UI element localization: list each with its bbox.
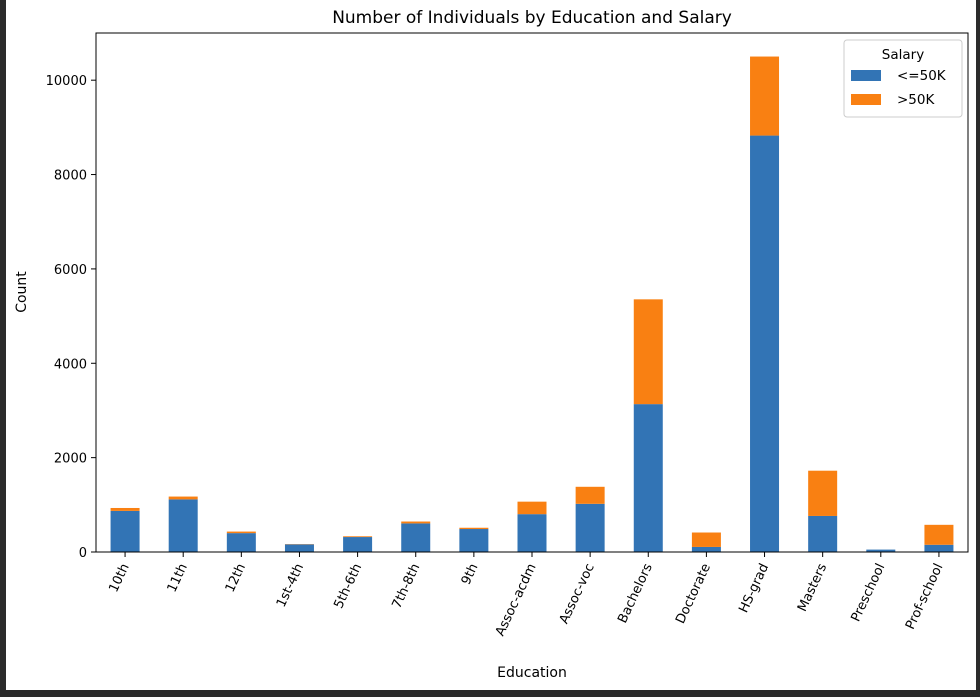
- y-axis-title: Count: [14, 271, 30, 313]
- bar-prof-school-le50k: [924, 544, 954, 552]
- x-tick-label: Prof-school: [903, 561, 947, 632]
- y-tick-label: 10000: [46, 74, 87, 89]
- bar-masters-gt50k: [808, 470, 838, 516]
- legend-label-gt50k: >50K: [897, 92, 935, 108]
- x-tick-label: 10th: [106, 561, 132, 594]
- bar-assoc-acdm-le50k: [517, 514, 547, 552]
- chart-frame: Number of Individuals by Education and S…: [6, 0, 976, 690]
- bar-12th-le50k: [226, 533, 256, 552]
- bar-9th-gt50k: [459, 527, 489, 530]
- bar-7th-8th-gt50k: [401, 521, 431, 524]
- x-axis: 10th 11th 12th 1st-4th 5th-6th 7th-8th 9th Asso…: [106, 552, 947, 639]
- bar-preschool-le50k: [866, 549, 896, 552]
- bar-masters-le50k: [808, 515, 838, 552]
- x-tick-label: HS-grad: [736, 561, 772, 615]
- x-tick-label: Masters: [795, 561, 830, 614]
- x-tick-label: Assoc-voc: [557, 561, 598, 626]
- bar-hs-grad-gt50k: [750, 56, 780, 136]
- x-tick-label: Preschool: [848, 561, 888, 624]
- x-axis-title: Education: [497, 665, 567, 681]
- bar-assoc-voc-gt50k: [575, 486, 605, 504]
- legend-label-le50k: <=50K: [897, 68, 947, 84]
- y-tick-label: 6000: [54, 263, 87, 278]
- legend-swatch-gt50k: [851, 94, 881, 105]
- bar-10th-le50k: [110, 510, 140, 552]
- plot-frame: [95, 32, 969, 553]
- bar-doctorate-gt50k: [691, 532, 721, 547]
- y-tick-label: 8000: [54, 169, 87, 184]
- y-tick-label: 0: [79, 546, 87, 561]
- bar-prof-school-gt50k: [924, 524, 954, 545]
- bar-assoc-acdm-gt50k: [517, 501, 547, 515]
- chart-title: Number of Individuals by Education and S…: [332, 8, 732, 28]
- bar-hs-grad-le50k: [750, 135, 780, 552]
- bar-11th-le50k: [168, 499, 198, 552]
- bar-5th-6th-le50k: [343, 537, 373, 552]
- bar-11th-gt50k: [168, 496, 198, 500]
- bar-1st-4th-le50k: [284, 544, 314, 552]
- bar-assoc-voc-le50k: [575, 503, 605, 552]
- x-tick-label: Bachelors: [615, 561, 656, 626]
- x-tick-label: 7th-8th: [390, 561, 424, 611]
- x-tick-label: 12th: [223, 561, 249, 594]
- y-tick-label: 4000: [54, 357, 87, 372]
- bar-bachelors-le50k: [633, 404, 663, 552]
- stacked-bar-chart: Number of Individuals by Education and S…: [14, 8, 969, 681]
- x-tick-label: 1st-4th: [274, 561, 307, 609]
- bar-bachelors-gt50k: [633, 299, 663, 405]
- y-axis: 0 2000 4000 6000 8000 10000: [46, 74, 96, 561]
- legend: Salary <=50K >50K: [843, 39, 963, 118]
- x-tick-label: 5th-6th: [331, 561, 365, 611]
- legend-title: Salary: [882, 47, 924, 63]
- x-tick-label: 11th: [165, 561, 191, 594]
- y-tick-label: 2000: [54, 452, 87, 467]
- x-tick-label: Assoc-acdm: [493, 561, 540, 638]
- bars-group: [110, 56, 954, 552]
- bar-12th-gt50k: [226, 531, 256, 534]
- bar-9th-le50k: [459, 529, 489, 552]
- legend-swatch-le50k: [851, 70, 881, 81]
- bar-7th-8th-le50k: [401, 523, 431, 552]
- bar-5th-6th-gt50k: [343, 536, 373, 538]
- bar-10th-gt50k: [110, 507, 140, 511]
- bar-doctorate-le50k: [691, 546, 721, 552]
- x-tick-label: 9th: [459, 561, 482, 587]
- x-tick-label: Doctorate: [673, 561, 714, 626]
